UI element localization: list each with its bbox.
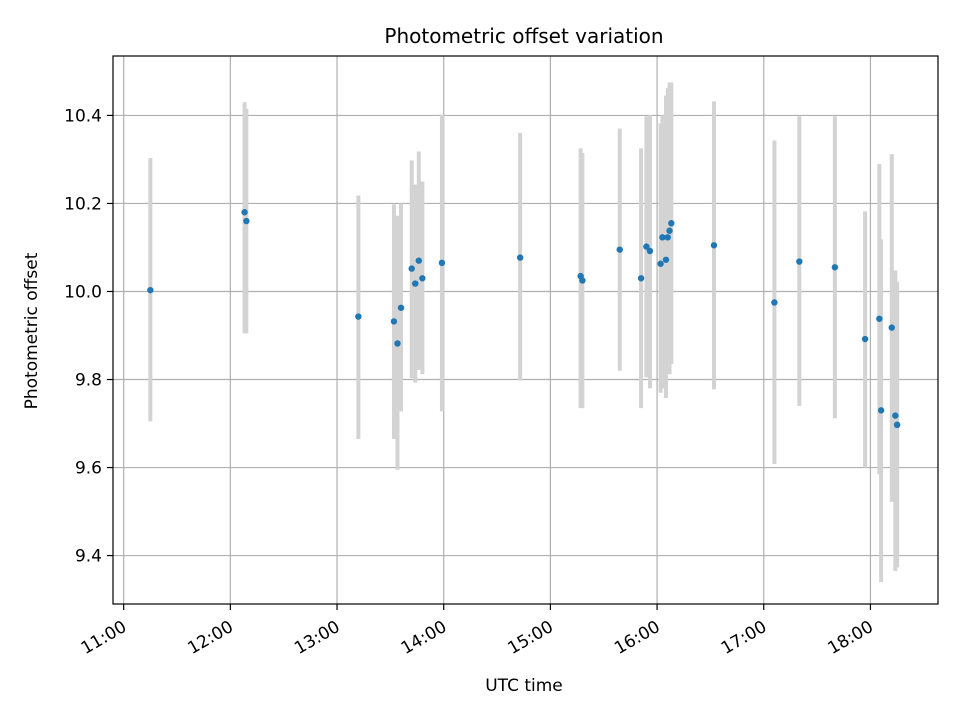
data-point (668, 220, 675, 227)
y-tick-label: 10.0 (64, 282, 102, 302)
y-tick-label: 9.4 (75, 547, 102, 567)
y-tick-label: 10.4 (64, 106, 102, 126)
data-point (579, 277, 586, 284)
data-point (831, 264, 839, 271)
data-point (646, 247, 654, 255)
data-point (355, 313, 362, 320)
plot-frame (112, 55, 939, 605)
data-point (412, 280, 419, 287)
data-point (616, 246, 623, 253)
data-point (877, 407, 885, 414)
data-point (243, 217, 250, 225)
data-point (419, 275, 426, 282)
y-axis-ticks: 9.4 9.6 9.8 10.0 10.2 10.4 (64, 106, 113, 567)
data-point (710, 242, 718, 249)
data-point (666, 227, 673, 234)
data-point (516, 254, 524, 261)
data-point (390, 318, 398, 325)
data-point (892, 412, 899, 419)
data-point (438, 259, 446, 267)
data-point (397, 304, 405, 311)
data-point (659, 234, 666, 241)
data-point (662, 256, 670, 263)
data-point (861, 335, 869, 343)
data-point (657, 260, 664, 267)
x-axis-title: UTC time (485, 676, 563, 696)
y-tick-label: 10.2 (64, 194, 102, 214)
y-axis-title: Photometric offset (22, 252, 42, 409)
chart-title: Photometric offset variation (384, 24, 663, 48)
data-point (643, 243, 650, 250)
data-point (147, 286, 154, 294)
data-point (888, 324, 895, 331)
data-point (876, 315, 883, 322)
data-point (415, 257, 423, 264)
point-layer (147, 209, 901, 429)
data-point (408, 265, 415, 272)
y-tick-label: 9.6 (75, 459, 102, 479)
y-tick-label: 9.8 (75, 371, 102, 391)
data-point (394, 340, 401, 347)
data-point (893, 421, 901, 429)
data-point (637, 275, 645, 282)
data-point (796, 258, 803, 265)
data-point (664, 234, 671, 241)
data-point (241, 209, 248, 216)
data-point (771, 299, 778, 306)
